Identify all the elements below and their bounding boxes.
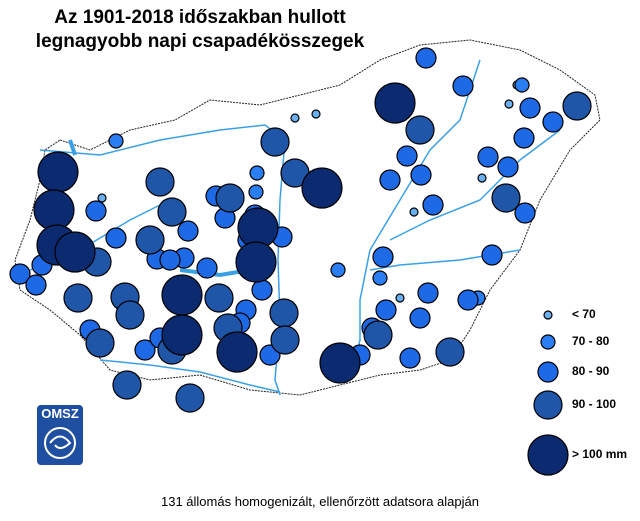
station [519, 97, 541, 119]
station [514, 77, 530, 93]
station [452, 75, 474, 97]
station [175, 383, 205, 413]
logo: OMSZ [37, 405, 83, 465]
station [374, 82, 416, 124]
station [215, 183, 245, 213]
station [311, 109, 321, 119]
station [63, 283, 93, 313]
station [396, 145, 418, 167]
station [115, 300, 145, 330]
legend-symbol [537, 361, 559, 383]
legend-symbol [527, 434, 569, 476]
station [372, 270, 388, 286]
legend: < 70 70 - 80 80 - 90 90 - 100 > 100 mm [527, 307, 627, 476]
station [54, 231, 96, 273]
station [319, 342, 361, 384]
station [514, 202, 536, 224]
legend-label: 90 - 100 [572, 397, 616, 411]
station [415, 47, 437, 69]
station [435, 337, 465, 367]
station [135, 225, 165, 255]
station [33, 189, 75, 231]
legend-label: 80 - 90 [572, 364, 610, 378]
station [372, 246, 394, 268]
station [363, 320, 393, 350]
station [542, 111, 564, 133]
station [251, 279, 273, 301]
station [161, 314, 203, 356]
station [112, 370, 142, 400]
station [159, 249, 181, 271]
title-line: legnagyobb napi csapadékösszegek [36, 31, 365, 52]
station [417, 282, 439, 304]
legend-symbol [540, 334, 556, 350]
station [235, 241, 277, 283]
station [85, 328, 115, 358]
station [301, 167, 343, 209]
station [145, 167, 175, 197]
station [85, 200, 107, 222]
station [204, 283, 234, 313]
station [513, 127, 535, 149]
station [395, 293, 405, 303]
station [25, 274, 47, 296]
station [409, 307, 431, 329]
station [196, 257, 218, 279]
station [290, 113, 300, 123]
stations [9, 47, 592, 413]
logo-text: OMSZ [41, 406, 79, 421]
station [249, 165, 265, 181]
station [375, 299, 397, 321]
legend-label: 70 - 80 [572, 334, 610, 348]
station [260, 127, 290, 157]
station [248, 184, 264, 200]
station [270, 325, 300, 355]
station [409, 207, 419, 217]
legend-symbol [543, 310, 553, 320]
station [399, 347, 421, 369]
station [330, 262, 346, 278]
station [177, 220, 199, 242]
station [457, 289, 479, 311]
station [157, 197, 187, 227]
station [491, 183, 521, 213]
station [37, 151, 79, 193]
title-line: Az 1901-2018 időszakban hullott [54, 7, 346, 28]
station [108, 133, 124, 149]
station [504, 99, 514, 109]
station [9, 263, 31, 285]
country-border [14, 39, 601, 396]
station [405, 115, 435, 145]
legend-label: > 100 mm [572, 447, 627, 461]
station [477, 173, 487, 183]
station [497, 156, 519, 178]
station [481, 244, 503, 266]
station [477, 146, 499, 168]
station [216, 331, 258, 373]
station [422, 194, 444, 216]
legend-symbol [533, 390, 563, 420]
station [379, 169, 401, 191]
station [134, 339, 156, 361]
footer: 131 állomás homogenizált, ellenőrzött ad… [161, 494, 479, 509]
station [161, 274, 203, 316]
station [562, 91, 592, 121]
station [269, 298, 299, 328]
station [105, 227, 127, 249]
legend-label: < 70 [572, 307, 596, 321]
station [97, 193, 107, 203]
station [410, 164, 432, 186]
title: Az 1901-2018 időszakban hullott legnagyo… [36, 7, 365, 52]
